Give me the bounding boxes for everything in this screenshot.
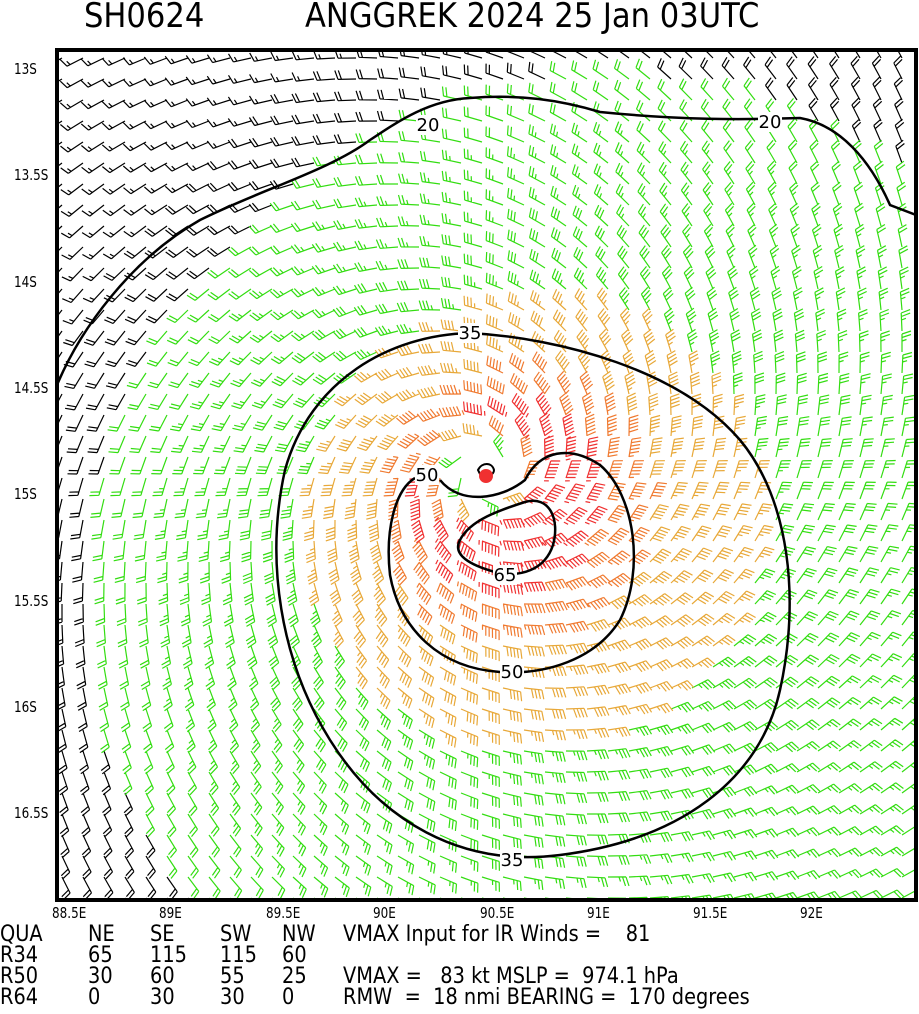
lat-tick-label: 14S bbox=[14, 272, 37, 291]
wind-barb-group bbox=[379, 351, 667, 643]
radius-value: 0 bbox=[282, 985, 295, 1010]
row-label: R50 bbox=[0, 964, 39, 989]
radius-value: 115 bbox=[150, 943, 187, 968]
plot-frame bbox=[55, 48, 918, 902]
col-ne: NE bbox=[88, 922, 115, 947]
figure-title: ANGGREK 2024 25 Jan 03UTC bbox=[305, 0, 760, 36]
storm-center-marker bbox=[479, 469, 493, 483]
lon-tick-label: 90E bbox=[372, 904, 396, 922]
lat-tick-label: 13S bbox=[14, 60, 37, 78]
radius-value: 60 bbox=[282, 943, 307, 968]
wind-barb-group bbox=[57, 50, 905, 900]
lat-tick-label: 13.5S bbox=[14, 166, 49, 185]
wind-barb-group bbox=[299, 287, 775, 748]
contour-label: 35 bbox=[459, 323, 482, 344]
vmax-input: VMAX Input for IR Winds = 81 bbox=[343, 922, 651, 947]
radius-value: 0 bbox=[88, 985, 101, 1010]
row-label: R64 bbox=[0, 985, 39, 1010]
wind-barbs bbox=[57, 50, 916, 900]
isotach-65 bbox=[456, 499, 557, 576]
contour-label: 50 bbox=[416, 465, 439, 486]
col-nw: NW bbox=[282, 922, 316, 947]
radius-value: 65 bbox=[88, 943, 113, 968]
vmax-mslp: VMAX = 83 kt MSLP = 974.1 hPa bbox=[343, 964, 679, 989]
lon-tick-label: 92E bbox=[800, 904, 824, 922]
lat-tick-label: 14.5S bbox=[14, 378, 49, 397]
lat-tick-label: 16.5S bbox=[14, 804, 49, 823]
contour-label: 35 bbox=[501, 850, 524, 871]
contour-label: 20 bbox=[417, 115, 440, 136]
radius-value: 25 bbox=[282, 964, 307, 989]
contour-label: 20 bbox=[759, 112, 782, 133]
lon-tick-label: 91E bbox=[586, 904, 610, 922]
col-quadrant: QUA bbox=[0, 922, 43, 947]
contour-label: 50 bbox=[501, 662, 524, 683]
lon-tick-label: 90.5E bbox=[479, 904, 514, 922]
lon-tick-label: 91.5E bbox=[693, 904, 728, 922]
rmw-bearing: RMW = 18 nmi BEARING = 170 degrees bbox=[343, 985, 750, 1010]
radius-value: 30 bbox=[150, 985, 175, 1010]
lon-tick-label: 89.5E bbox=[265, 904, 301, 922]
storm-id: SH0624 bbox=[84, 0, 205, 36]
col-sw: SW bbox=[220, 922, 252, 947]
radius-value: 30 bbox=[88, 964, 113, 989]
lon-tick-label: 89E bbox=[158, 904, 182, 922]
contour-label: 65 bbox=[494, 565, 517, 586]
wind-barb-group bbox=[89, 58, 916, 900]
isotach-50 bbox=[387, 451, 636, 674]
lat-tick-label: 15S bbox=[14, 485, 37, 504]
isotach-20 bbox=[57, 95, 916, 386]
radius-value: 55 bbox=[220, 964, 245, 989]
isotachs bbox=[57, 95, 916, 859]
lat-tick-label: 15.5S bbox=[14, 591, 49, 610]
radius-value: 60 bbox=[150, 964, 175, 989]
isotach-35 bbox=[275, 331, 791, 859]
lon-tick-label: 88.5E bbox=[52, 904, 87, 922]
row-label: R34 bbox=[0, 943, 39, 968]
radius-value: 30 bbox=[220, 985, 245, 1010]
radius-value: 115 bbox=[220, 943, 257, 968]
lat-tick-label: 16S bbox=[14, 697, 37, 716]
col-se: SE bbox=[150, 922, 175, 947]
